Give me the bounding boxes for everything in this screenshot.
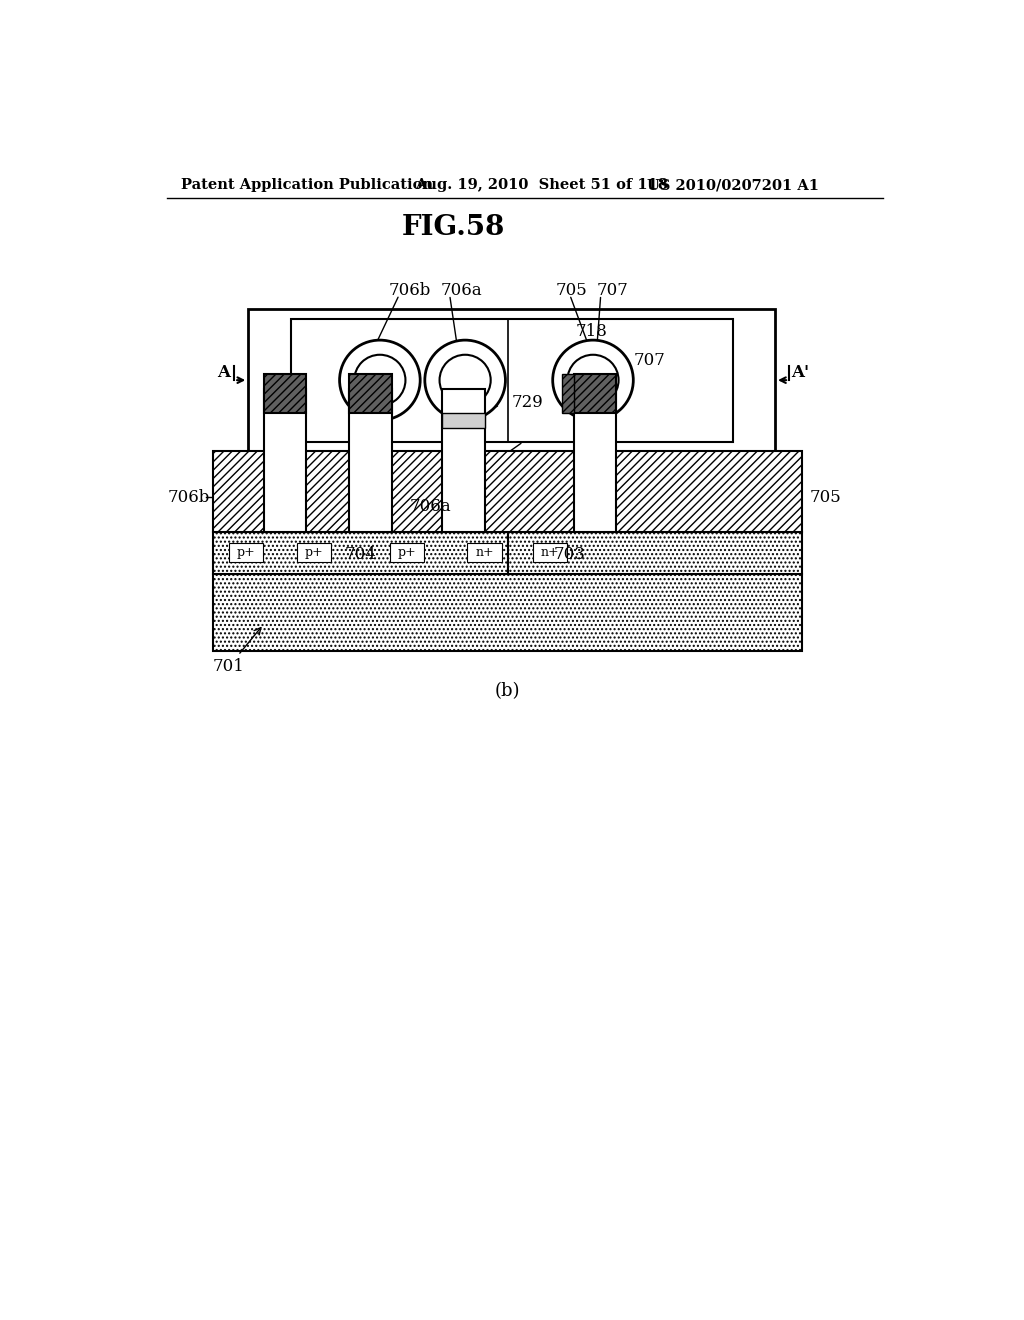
Bar xyxy=(390,544,424,562)
Text: A: A xyxy=(217,364,229,381)
Text: 707: 707 xyxy=(596,282,629,300)
Ellipse shape xyxy=(553,341,633,420)
Text: 706b: 706b xyxy=(167,488,210,506)
Bar xyxy=(508,532,802,574)
Bar xyxy=(263,389,306,532)
Text: 704: 704 xyxy=(344,546,377,564)
Text: Aug. 19, 2010  Sheet 51 of 118: Aug. 19, 2010 Sheet 51 of 118 xyxy=(415,178,668,193)
Ellipse shape xyxy=(354,355,406,405)
Text: Patent Application Publication: Patent Application Publication xyxy=(180,178,433,193)
Bar xyxy=(248,309,775,451)
Bar xyxy=(349,389,391,532)
Text: 703: 703 xyxy=(554,546,586,564)
Bar xyxy=(349,374,391,412)
Ellipse shape xyxy=(425,341,506,420)
Bar xyxy=(573,374,616,412)
Text: 705: 705 xyxy=(555,282,587,300)
Bar xyxy=(573,389,616,532)
Text: (a): (a) xyxy=(496,486,520,504)
Text: 706a: 706a xyxy=(410,498,451,515)
Text: FIG.58: FIG.58 xyxy=(401,214,505,242)
Bar xyxy=(213,574,802,651)
Bar xyxy=(534,544,567,562)
Text: 707: 707 xyxy=(633,351,666,368)
Bar xyxy=(228,544,263,562)
Bar xyxy=(562,374,573,412)
Text: p+: p+ xyxy=(304,546,324,560)
Text: 703: 703 xyxy=(476,465,508,480)
Text: 704: 704 xyxy=(439,465,471,480)
Text: 705: 705 xyxy=(810,488,842,506)
Text: 701: 701 xyxy=(213,627,261,675)
Text: 729: 729 xyxy=(512,393,544,411)
Text: 706a: 706a xyxy=(440,282,482,300)
Text: A': A' xyxy=(791,364,809,381)
Text: p+: p+ xyxy=(397,546,417,560)
Text: p+: p+ xyxy=(237,546,255,560)
Text: n+: n+ xyxy=(475,546,494,560)
Bar xyxy=(263,374,306,412)
Ellipse shape xyxy=(567,355,618,405)
Bar xyxy=(467,544,502,562)
Bar xyxy=(442,413,484,428)
Bar xyxy=(213,451,802,532)
Bar xyxy=(297,544,331,562)
Ellipse shape xyxy=(439,355,490,405)
Text: 718: 718 xyxy=(575,323,607,341)
Bar xyxy=(291,318,732,442)
Text: US 2010/0207201 A1: US 2010/0207201 A1 xyxy=(647,178,819,193)
Bar xyxy=(213,532,508,574)
Text: (b): (b) xyxy=(495,682,520,700)
Bar xyxy=(442,389,484,532)
Ellipse shape xyxy=(340,341,420,420)
Text: n+: n+ xyxy=(541,546,560,560)
Text: 706b: 706b xyxy=(388,282,430,300)
